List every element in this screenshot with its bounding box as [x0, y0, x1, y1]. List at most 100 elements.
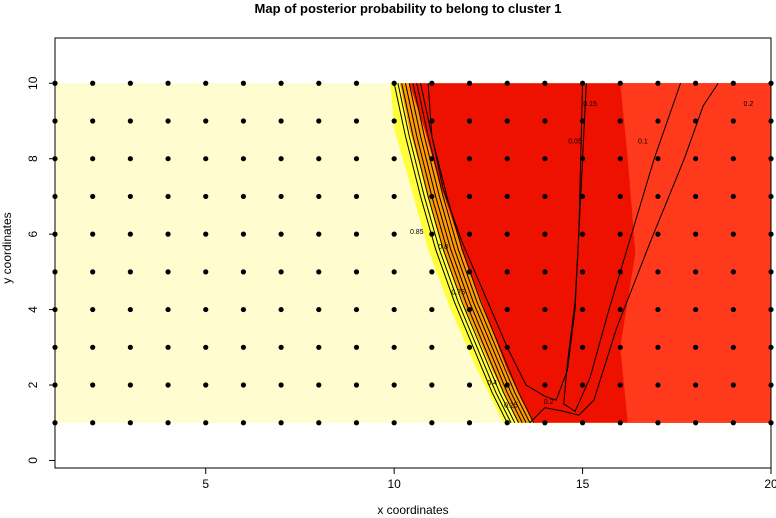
grid-point: [316, 118, 322, 124]
grid-point: [617, 80, 623, 86]
plot-region: 0.85 0.8 0.75 0.4 0.25 0.2 0.05 0.1 0.2 0.15: [52, 37, 774, 469]
grid-point: [542, 382, 548, 388]
grid-point: [353, 382, 360, 388]
y-tick-label: 0: [26, 457, 40, 464]
grid-point: [617, 344, 623, 350]
grid-point: [429, 382, 435, 388]
grid-point: [693, 306, 699, 313]
grid-point: [203, 382, 209, 388]
grid-point: [90, 156, 96, 162]
y-tick-label: 4: [26, 306, 40, 313]
grid-point: [127, 420, 133, 426]
grid-point: [542, 80, 548, 86]
grid-point: [693, 420, 699, 426]
grid-point: [316, 344, 322, 350]
grid-point: [693, 231, 699, 237]
grid-point: [203, 193, 209, 200]
grid-point: [316, 269, 322, 275]
grid-point: [429, 420, 435, 426]
grid-point: [353, 269, 360, 275]
grid-point: [316, 382, 322, 388]
contour-line-0.2: [529, 82, 719, 424]
grid-point: [278, 420, 284, 426]
grid-point: [504, 344, 510, 350]
grid-point: [579, 156, 586, 162]
contour-label: 0.2: [544, 399, 554, 406]
grid-point: [429, 156, 435, 162]
grid-point: [316, 156, 322, 162]
grid-point: [579, 306, 586, 313]
grid-point: [617, 269, 623, 275]
contour-label: 0.85: [410, 229, 424, 236]
grid-point: [655, 269, 661, 275]
grid-point: [730, 231, 736, 237]
grid-point: [429, 118, 435, 124]
grid-point: [693, 80, 699, 86]
grid-point: [278, 382, 284, 388]
contour-line-band: [416, 83, 531, 423]
grid-point: [466, 80, 473, 86]
grid-point: [316, 193, 322, 200]
grid-point: [730, 80, 736, 86]
grid-point: [278, 193, 284, 200]
grid-point: [504, 382, 510, 388]
grid-point: [278, 80, 284, 86]
contour-label: 0.05: [568, 139, 582, 146]
grid-point: [165, 156, 171, 162]
grid-point: [353, 156, 360, 162]
grid-point: [542, 306, 548, 313]
x-axis-label: x coordinates: [377, 503, 448, 517]
grid-point: [90, 344, 96, 350]
grid-point: [466, 306, 473, 313]
grid-point: [730, 118, 736, 124]
grid-point: [127, 231, 133, 237]
grid-point: [579, 118, 586, 124]
grid-point: [203, 80, 209, 86]
grid-point: [542, 344, 548, 350]
grid-point: [90, 80, 96, 86]
grid-point: [466, 118, 473, 124]
grid-point: [391, 306, 397, 313]
grid-point: [504, 306, 510, 313]
y-tick-label: 10: [26, 76, 40, 90]
grid-point: [429, 344, 435, 350]
grid-point: [730, 156, 736, 162]
grid-point: [730, 269, 736, 275]
grid-point: [353, 420, 360, 426]
grid-point: [693, 382, 699, 388]
grid-point: [353, 231, 360, 237]
grid-point: [165, 420, 171, 426]
grid-point: [278, 156, 284, 162]
grid-point: [240, 193, 247, 200]
grid-point: [429, 193, 435, 200]
grid-point: [391, 193, 397, 200]
grid-point: [391, 382, 397, 388]
grid-point: [391, 344, 397, 350]
y-tick-label: 2: [26, 381, 40, 388]
x-tick-label: 10: [387, 477, 401, 491]
grid-point: [90, 193, 96, 200]
grid-point: [579, 420, 586, 426]
grid-point: [730, 344, 736, 350]
grid-point: [693, 193, 699, 200]
grid-point: [655, 344, 661, 350]
grid-point: [730, 193, 736, 200]
grid-point: [693, 344, 699, 350]
grid-point: [90, 269, 96, 275]
contour-label: 0.25: [504, 403, 518, 410]
grid-point: [203, 306, 209, 313]
grid-point: [617, 118, 623, 124]
grid-point: [240, 231, 247, 237]
grid-point: [165, 344, 171, 350]
grid-point: [203, 269, 209, 275]
grid-point: [90, 420, 96, 426]
grid-point: [466, 420, 473, 426]
grid-point: [240, 344, 247, 350]
grid-point: [391, 231, 397, 237]
chart-title: Map of posterior probability to belong t…: [255, 1, 562, 16]
grid-point: [579, 193, 586, 200]
grid-point: [127, 269, 133, 275]
grid-point: [278, 344, 284, 350]
grid-point: [127, 193, 133, 200]
grid-point: [391, 118, 397, 124]
